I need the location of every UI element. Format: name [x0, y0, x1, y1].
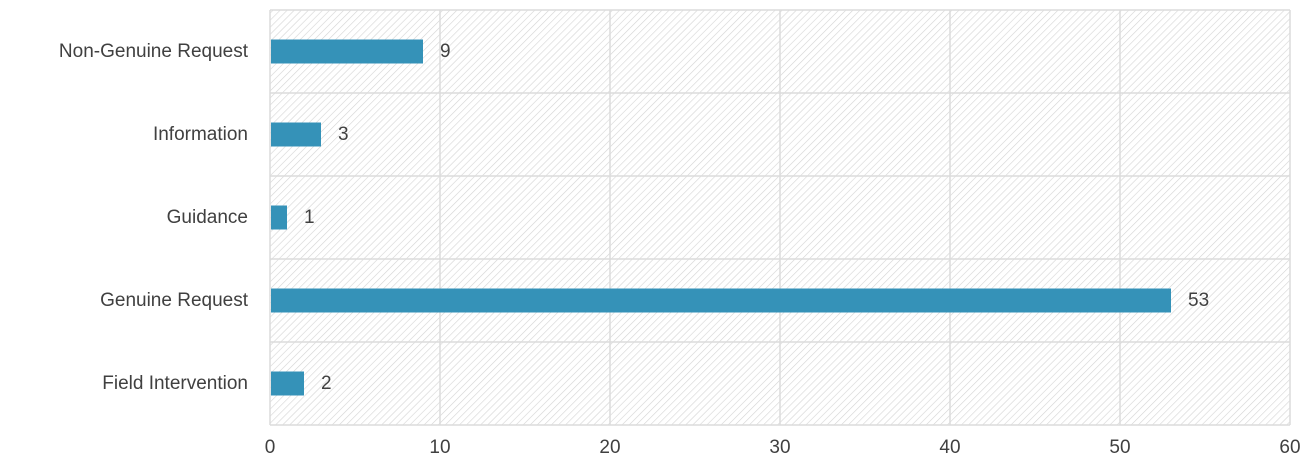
x-axis-tick-label: 60 — [1279, 437, 1300, 458]
x-axis-tick-label: 20 — [599, 437, 620, 458]
data-label: 9 — [440, 41, 451, 62]
bar — [271, 288, 1171, 313]
bars — [271, 39, 1171, 396]
data-label: 53 — [1188, 290, 1209, 311]
x-axis-tick-label: 40 — [939, 437, 960, 458]
x-axis-tick-label: 50 — [1109, 437, 1130, 458]
bar — [271, 122, 321, 147]
bar — [271, 371, 304, 396]
data-label: 3 — [338, 124, 349, 145]
y-axis-category-label: Field Intervention — [102, 373, 248, 394]
y-axis-category-label: Genuine Request — [100, 290, 249, 311]
x-axis-tick-label: 10 — [429, 437, 450, 458]
x-axis-tick-labels: 0 10 20 30 40 50 60 — [265, 437, 1301, 458]
data-label: 1 — [304, 207, 315, 228]
grid-lines — [269, 9, 1291, 426]
x-axis-tick-label: 0 — [265, 437, 276, 458]
bar — [271, 205, 287, 230]
y-axis-category-label: Non-Genuine Request — [59, 41, 249, 62]
y-axis-tick-labels: Non-Genuine Request Information Guidance Ge… — [59, 41, 249, 394]
y-axis-category-label: Information — [153, 124, 248, 145]
data-label: 2 — [321, 373, 332, 394]
x-axis-tick-label: 30 — [769, 437, 790, 458]
y-axis-category-label: Guidance — [167, 207, 248, 228]
bar — [271, 39, 423, 64]
